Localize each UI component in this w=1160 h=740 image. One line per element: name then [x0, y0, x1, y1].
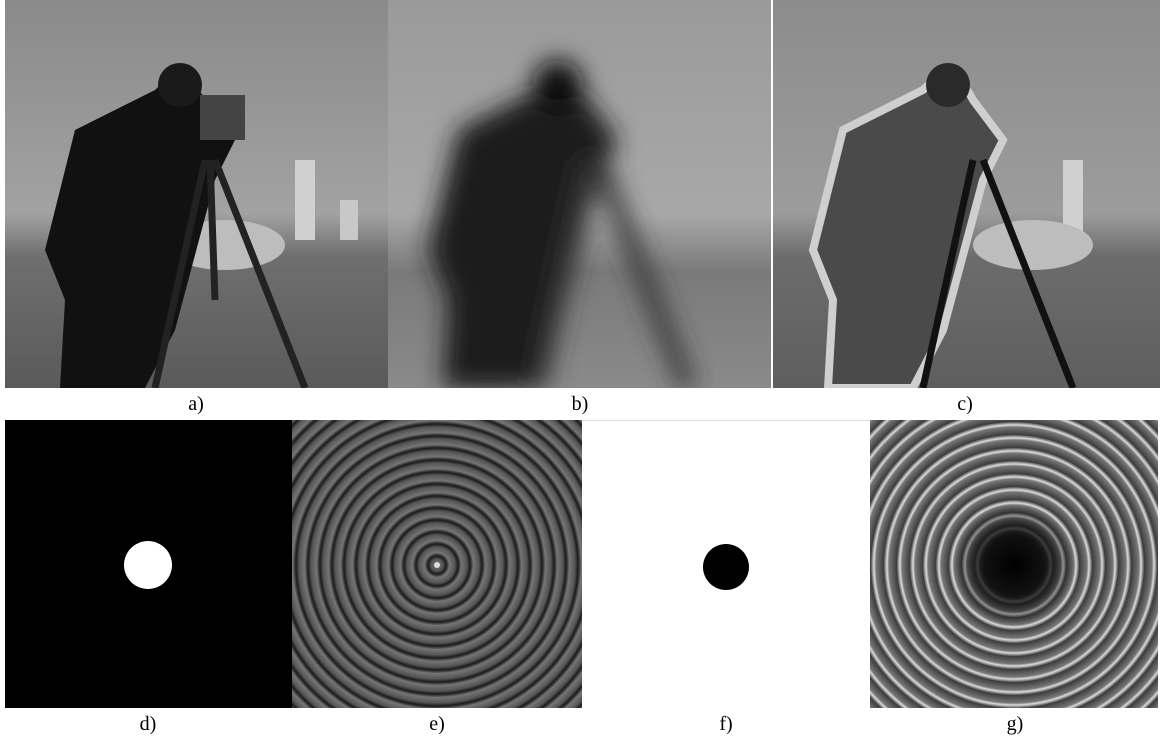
panel-label: b): [550, 393, 610, 416]
ideal-lowpass-filter: [5, 420, 292, 708]
figure: a) b) c) d) e) f) g): [0, 0, 1160, 740]
image-lowpass: [388, 0, 771, 388]
ideal-highpass-filter: [582, 420, 870, 709]
scene: [388, 0, 771, 388]
panel-label: e): [407, 713, 467, 736]
highpass-spectrum: [870, 420, 1158, 708]
scene: [292, 420, 582, 708]
panel-label: d): [118, 713, 178, 736]
image-highboost: [773, 0, 1160, 388]
lowpass-spectrum: [292, 420, 582, 708]
image-cameraman: [5, 0, 388, 388]
panel-label: a): [166, 393, 226, 416]
panel-label: f): [696, 713, 756, 736]
panel-label: c): [935, 393, 995, 416]
scene: [773, 0, 1160, 388]
scene: [5, 0, 388, 388]
scene: [582, 421, 870, 709]
panel-label: g): [985, 713, 1045, 736]
scene: [5, 420, 292, 708]
